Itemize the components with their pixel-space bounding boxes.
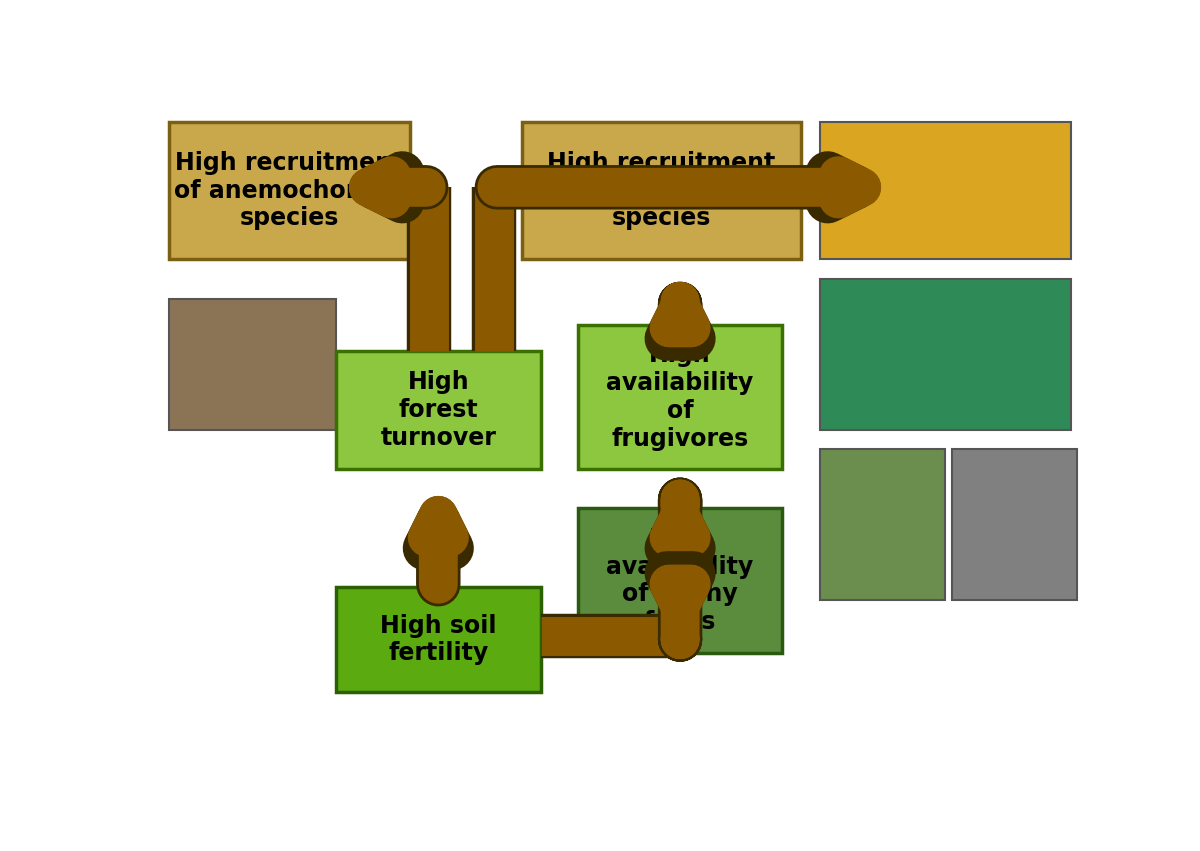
FancyBboxPatch shape	[578, 325, 782, 469]
FancyBboxPatch shape	[820, 122, 1070, 260]
Text: High soil
fertility: High soil fertility	[380, 614, 497, 665]
FancyBboxPatch shape	[168, 299, 336, 430]
FancyBboxPatch shape	[952, 449, 1078, 600]
Text: High
availability
of
frugivores: High availability of frugivores	[606, 343, 754, 451]
Text: High recruitment
of anemochorous
species: High recruitment of anemochorous species	[174, 151, 404, 231]
FancyBboxPatch shape	[336, 587, 541, 692]
FancyBboxPatch shape	[820, 279, 1070, 430]
Text: High recruitment
of endozoochorous
species: High recruitment of endozoochorous speci…	[535, 151, 788, 231]
Text: High
forest
turnover: High forest turnover	[380, 370, 497, 450]
FancyBboxPatch shape	[820, 449, 946, 600]
FancyBboxPatch shape	[522, 122, 802, 260]
FancyBboxPatch shape	[168, 122, 410, 260]
FancyBboxPatch shape	[578, 508, 782, 653]
FancyBboxPatch shape	[336, 351, 541, 469]
Text: High
availability
of fleshy
fruits: High availability of fleshy fruits	[606, 527, 754, 634]
